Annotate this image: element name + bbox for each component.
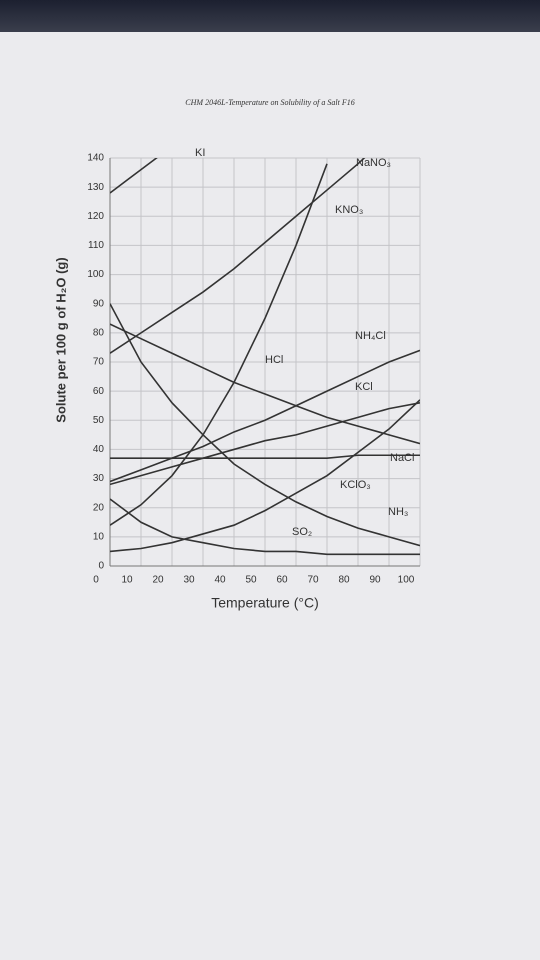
y-tick-label: 140 bbox=[87, 153, 104, 164]
y-tick-label: 20 bbox=[93, 502, 105, 513]
y-tick-label: 40 bbox=[93, 444, 105, 455]
series-line bbox=[110, 303, 420, 547]
x-axis-title: Temperature (°C) bbox=[211, 595, 319, 611]
background-edge bbox=[0, 0, 540, 32]
series-line bbox=[110, 349, 420, 483]
series-label: NH₄Cl bbox=[355, 330, 386, 342]
series-line bbox=[110, 454, 420, 459]
series-label: HCl bbox=[265, 354, 283, 366]
series-label: KClO₃ bbox=[340, 479, 371, 491]
x-tick-label: 10 bbox=[121, 575, 133, 586]
x-tick-label: 40 bbox=[214, 575, 226, 586]
series-label: NaNO₃ bbox=[356, 157, 391, 169]
x-tick-label: 50 bbox=[245, 575, 257, 586]
y-axis-title: Solute per 100 g of H₂O (g) bbox=[53, 257, 68, 422]
x-tick-label: 100 bbox=[398, 575, 415, 586]
y-tick-label: 70 bbox=[93, 357, 105, 368]
x-tick-label: 0 bbox=[93, 575, 99, 586]
y-tick-label: 30 bbox=[93, 473, 105, 484]
series-line bbox=[110, 163, 328, 526]
x-tick-label: 80 bbox=[338, 575, 350, 586]
series-label: NaCl bbox=[390, 452, 414, 464]
x-tick-label: 30 bbox=[183, 575, 195, 586]
y-tick-label: 60 bbox=[93, 386, 105, 397]
chart-title: CHM 2046L-Temperature on Solubility of a… bbox=[185, 98, 354, 107]
y-tick-label: 80 bbox=[93, 327, 105, 338]
y-tick-label: 100 bbox=[87, 269, 104, 280]
series-label: SO₂ bbox=[292, 526, 312, 538]
series-label: KCl bbox=[355, 381, 373, 393]
x-tick-label: 20 bbox=[152, 575, 164, 586]
y-tick-label: 50 bbox=[93, 415, 105, 426]
y-tick-label: 120 bbox=[87, 211, 104, 222]
series-line bbox=[110, 323, 420, 445]
series-label: KI bbox=[195, 147, 205, 159]
x-tick-label: 70 bbox=[307, 575, 319, 586]
y-tick-label: 110 bbox=[88, 240, 104, 251]
x-tick-label: 60 bbox=[276, 575, 288, 586]
series-line bbox=[110, 399, 420, 553]
x-tick-label: 90 bbox=[369, 575, 381, 586]
series-line bbox=[110, 402, 420, 486]
y-tick-label: 130 bbox=[87, 182, 104, 193]
series-line bbox=[110, 498, 420, 556]
series-label: NH₃ bbox=[388, 506, 408, 518]
y-tick-label: 90 bbox=[93, 298, 105, 309]
series-line bbox=[110, 158, 158, 194]
series-label: KNO₃ bbox=[335, 204, 363, 216]
series-line bbox=[110, 158, 366, 354]
y-tick-label: 10 bbox=[93, 531, 105, 542]
y-tick-label: 0 bbox=[98, 561, 104, 572]
paper bbox=[0, 32, 540, 960]
